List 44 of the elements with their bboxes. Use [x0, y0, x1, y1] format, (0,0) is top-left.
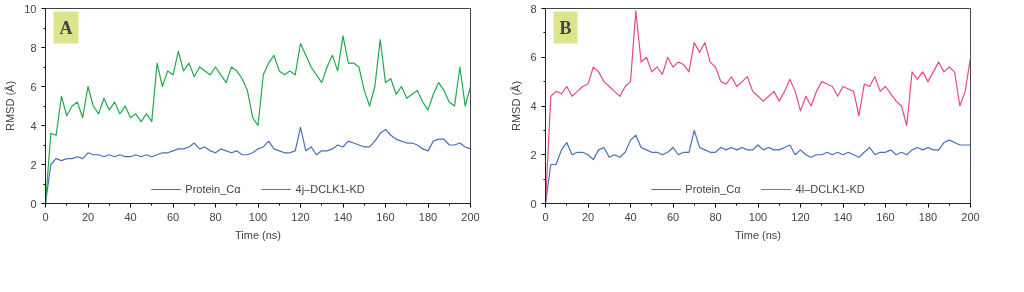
x-tick-label: 160	[376, 210, 395, 223]
y-axis-title: RMSD (Å)	[4, 80, 17, 132]
x-tick-label: 100	[748, 210, 768, 223]
legend-label: Protein_Cα	[685, 183, 741, 195]
x-axis-title: Time (ns)	[734, 228, 782, 241]
y-tick-label: 6	[530, 51, 537, 64]
y-tick-label: 2	[30, 158, 37, 171]
x-tick-label: 200	[961, 210, 980, 223]
x-tick-label: 140	[333, 210, 353, 223]
y-tick-label: 4	[530, 100, 537, 112]
x-tick-label: 120	[791, 210, 810, 223]
x-tick-label: 80	[209, 210, 222, 223]
y-tick-label: 4	[30, 119, 37, 132]
y-tick-label: 10	[24, 2, 37, 15]
x-tick-label: 20	[581, 210, 595, 223]
annotation: A	[59, 17, 73, 38]
y-tick-label: 6	[30, 80, 37, 93]
x-tick-label: 140	[833, 210, 853, 223]
y-tick-label: 8	[30, 41, 37, 54]
y-tick-label: 0	[530, 197, 537, 210]
line-series	[545, 10, 971, 204]
x-tick-label: 40	[124, 210, 137, 223]
x-tick-label: 80	[709, 210, 722, 223]
x-tick-label: 120	[291, 210, 310, 223]
x-tick-label: 160	[876, 210, 895, 223]
x-axis-title: Time (ns)	[234, 228, 282, 241]
x-tick-label: 0	[42, 210, 49, 223]
y-tick-label: 8	[530, 2, 537, 15]
x-tick-label: 100	[248, 210, 268, 223]
y-axis-title: RMSD (Å)	[510, 80, 523, 132]
x-tick-label: 40	[624, 210, 637, 223]
x-tick-label: 180	[418, 210, 438, 223]
x-tick-label: 0	[542, 210, 549, 223]
x-tick-label: 60	[666, 210, 680, 223]
legend-label: Protein_Cα	[185, 183, 241, 195]
y-tick-label: 0	[30, 197, 37, 210]
legend-label: 4j–DCLK1-KD	[295, 183, 365, 195]
x-tick-label: 200	[461, 210, 480, 223]
legend-label: 4l–DCLK1-KD	[795, 183, 865, 195]
annotation: B	[559, 17, 572, 38]
x-tick-label: 20	[81, 210, 95, 223]
y-tick-label: 2	[530, 148, 537, 161]
x-tick-label: 60	[166, 210, 180, 223]
x-tick-label: 180	[918, 210, 938, 223]
